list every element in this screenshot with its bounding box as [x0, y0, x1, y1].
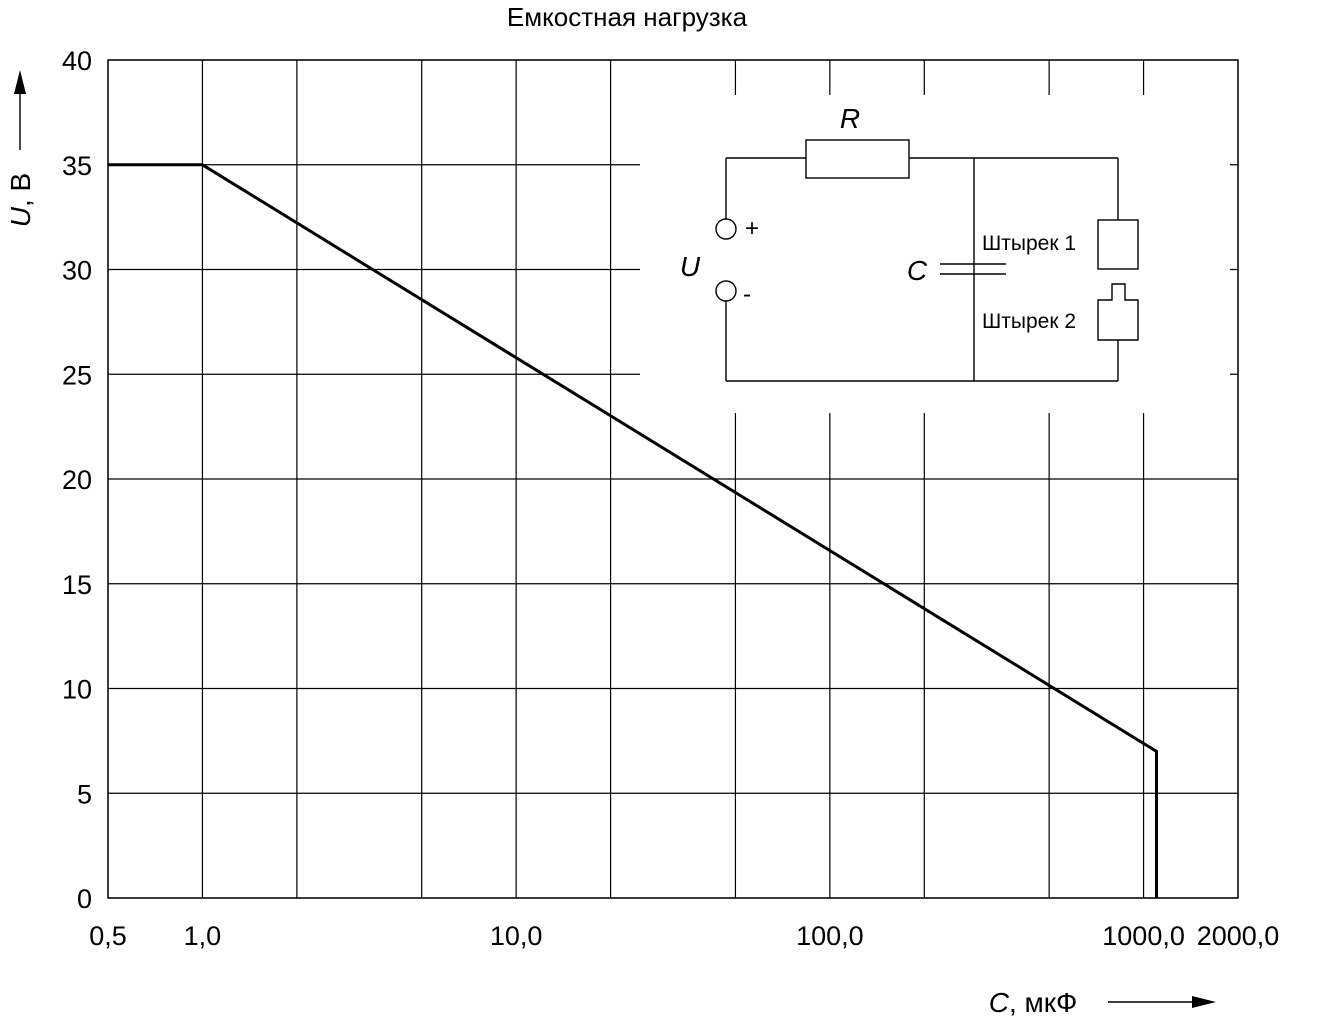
- x-axis-symbol: C: [989, 987, 1010, 1018]
- terminal-minus-label: -: [743, 281, 751, 308]
- circuit-schematic: R + - U C Штырек 1 Штырек 2: [680, 103, 1139, 382]
- series-line: [108, 163, 1158, 898]
- y-axis-label: U, В: [5, 173, 36, 227]
- terminal-plus: [715, 218, 737, 240]
- capacitor-label: C: [907, 255, 928, 286]
- x-tick-label: 1,0: [184, 921, 222, 951]
- y-tick-label: 20: [62, 465, 92, 495]
- x-tick-labels: 0,5 1,0 10,0 100,0 1000,0 2000,0: [89, 921, 1279, 951]
- pin1: [1097, 219, 1139, 270]
- svg-text:U, В: U, В: [5, 173, 36, 227]
- x-tick-label: 2000,0: [1197, 921, 1280, 951]
- x-tick-label: 1000,0: [1102, 921, 1185, 951]
- terminal-minus: [715, 280, 737, 302]
- x-axis-label: C, мкФ: [989, 987, 1078, 1018]
- x-tick-label: 10,0: [490, 921, 543, 951]
- resistor: [805, 139, 910, 179]
- source-label: U: [680, 251, 701, 282]
- chart-title: Емкостная нагрузка: [507, 2, 748, 32]
- x-tick-label: 0,5: [89, 921, 127, 951]
- y-tick-label: 5: [77, 779, 92, 809]
- x-axis-unit: , мкФ: [1009, 987, 1077, 1018]
- schematic-background: [640, 95, 1230, 413]
- y-tick-label: 15: [62, 570, 92, 600]
- pin1-label: Штырек 1: [982, 232, 1076, 255]
- y-tick-label: 35: [62, 151, 92, 181]
- pin2-label: Штырек 2: [982, 310, 1076, 333]
- terminal-plus-label: +: [745, 215, 759, 242]
- pin2: [1097, 283, 1139, 341]
- y-axis-symbol: U: [5, 206, 36, 227]
- y-tick-labels: 0 5 10 15 20 25 30 35 40: [62, 46, 92, 914]
- x-axis-arrow: [1108, 996, 1216, 1008]
- x-tick-label: 100,0: [796, 921, 864, 951]
- y-tick-label: 0: [77, 884, 92, 914]
- y-tick-label: 30: [62, 256, 92, 286]
- y-tick-label: 25: [62, 360, 92, 390]
- y-tick-label: 10: [62, 675, 92, 705]
- y-axis-unit: , В: [5, 173, 36, 207]
- resistor-label: R: [840, 103, 860, 134]
- y-axis-arrow: [14, 70, 26, 150]
- y-tick-label: 40: [62, 46, 92, 76]
